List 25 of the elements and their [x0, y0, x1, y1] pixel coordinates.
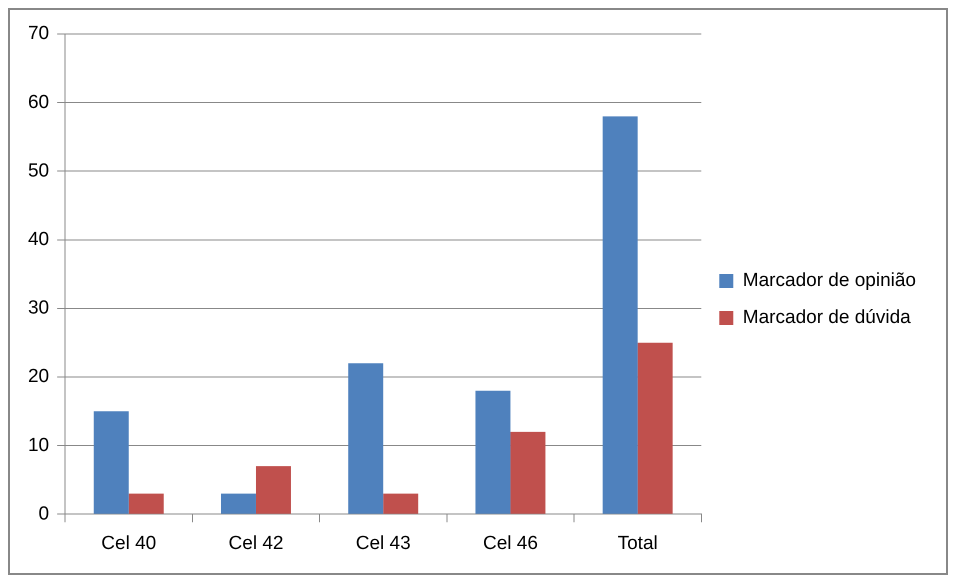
- y-tick-label: 50: [28, 160, 50, 182]
- y-tick-label: 10: [28, 434, 50, 456]
- bar: [220, 494, 256, 514]
- bar: [638, 342, 673, 514]
- legend-label: Marcador de opinião: [742, 270, 916, 292]
- y-tick-label: 60: [28, 92, 50, 113]
- y-tick-label: 20: [28, 366, 50, 388]
- x-tick-label: Total: [618, 532, 658, 554]
- x-tick-label: Cel 42: [228, 532, 284, 554]
- bar: [128, 494, 164, 514]
- x-tick-label: Cel 43: [356, 532, 411, 554]
- bar: [602, 116, 638, 514]
- bar: [383, 494, 418, 514]
- bar: [348, 363, 384, 514]
- x-tick-label: Cel 40: [101, 532, 156, 554]
- y-tick-label: 0: [38, 503, 50, 524]
- y-tick-label: 70: [28, 23, 50, 44]
- y-tick-label: 30: [28, 298, 50, 319]
- y-tick-label: 40: [28, 229, 50, 250]
- legend-label: Marcador de dúvida: [742, 307, 912, 328]
- bar: [94, 411, 129, 514]
- bar: [256, 466, 291, 514]
- x-tick-label: Cel 46: [482, 532, 538, 554]
- bar: [510, 432, 546, 514]
- bar: [475, 390, 510, 514]
